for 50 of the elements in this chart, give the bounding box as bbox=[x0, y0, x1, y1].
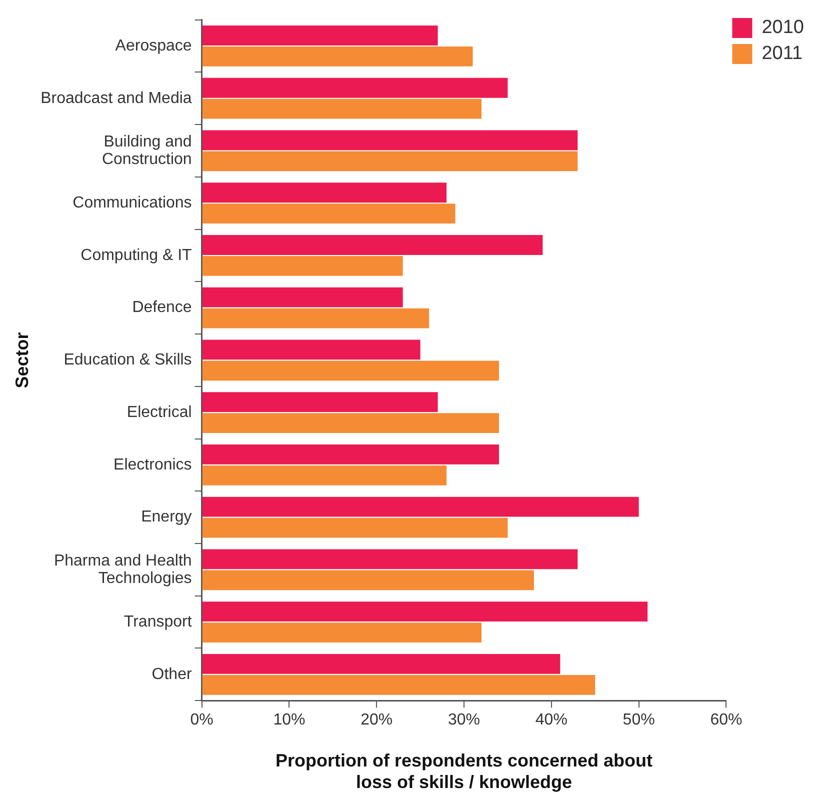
bar bbox=[202, 308, 430, 328]
bar bbox=[202, 496, 639, 517]
bar bbox=[202, 465, 447, 486]
bar bbox=[202, 235, 543, 255]
bar bbox=[202, 549, 578, 570]
y-tick-label: Electrical bbox=[126, 404, 192, 421]
x-axis-title: Proportion of respondents concerned about loss of skills / knowledge bbox=[276, 750, 653, 792]
y-tick-label: Energy bbox=[141, 508, 192, 526]
bar bbox=[202, 392, 438, 412]
bar bbox=[202, 46, 473, 66]
y-tick-label: Education & Skills bbox=[64, 352, 192, 369]
bar bbox=[202, 256, 403, 276]
bar bbox=[202, 287, 403, 308]
bar bbox=[202, 444, 499, 464]
bar bbox=[202, 413, 499, 433]
y-tick-label: Broadcast and Media bbox=[40, 90, 192, 107]
bar bbox=[202, 602, 648, 622]
y-tick-label: Aerospace bbox=[115, 37, 192, 54]
x-tick-label: 20% bbox=[360, 712, 393, 729]
y-tick-label: Transport bbox=[124, 613, 192, 630]
bar bbox=[202, 674, 596, 695]
y-tick-label: Pharma and Health Technologies bbox=[54, 552, 192, 587]
bar bbox=[202, 518, 508, 538]
bar bbox=[202, 151, 578, 172]
y-tick-label: Communications bbox=[72, 194, 192, 212]
x-tick-label: 30% bbox=[448, 712, 480, 729]
bar bbox=[202, 98, 482, 119]
y-tick-label: Other bbox=[152, 666, 192, 683]
bar bbox=[202, 360, 499, 381]
bar bbox=[202, 204, 456, 224]
y-tick-label: Defence bbox=[132, 299, 192, 316]
bar bbox=[202, 340, 420, 360]
legend-label: 2010 bbox=[762, 17, 804, 38]
bar bbox=[202, 182, 447, 203]
x-tick-label: 40% bbox=[535, 712, 568, 729]
y-axis-title: Sector bbox=[12, 332, 32, 388]
bar bbox=[202, 654, 560, 674]
bar bbox=[202, 26, 438, 46]
x-tick-label: 60% bbox=[710, 712, 742, 729]
x-tick-label: 10% bbox=[273, 712, 306, 729]
bar bbox=[202, 570, 534, 590]
legend-label: 2011 bbox=[762, 43, 803, 64]
bar bbox=[202, 622, 482, 642]
bar bbox=[202, 130, 578, 150]
y-tick-label: Computing & IT bbox=[80, 246, 192, 264]
y-tick-label: Building and Construction bbox=[102, 133, 192, 168]
x-tick-label: 50% bbox=[622, 712, 655, 729]
bar bbox=[202, 78, 508, 98]
x-tick-label: 0% bbox=[190, 712, 214, 729]
y-tick-label: Electronics bbox=[114, 456, 192, 474]
